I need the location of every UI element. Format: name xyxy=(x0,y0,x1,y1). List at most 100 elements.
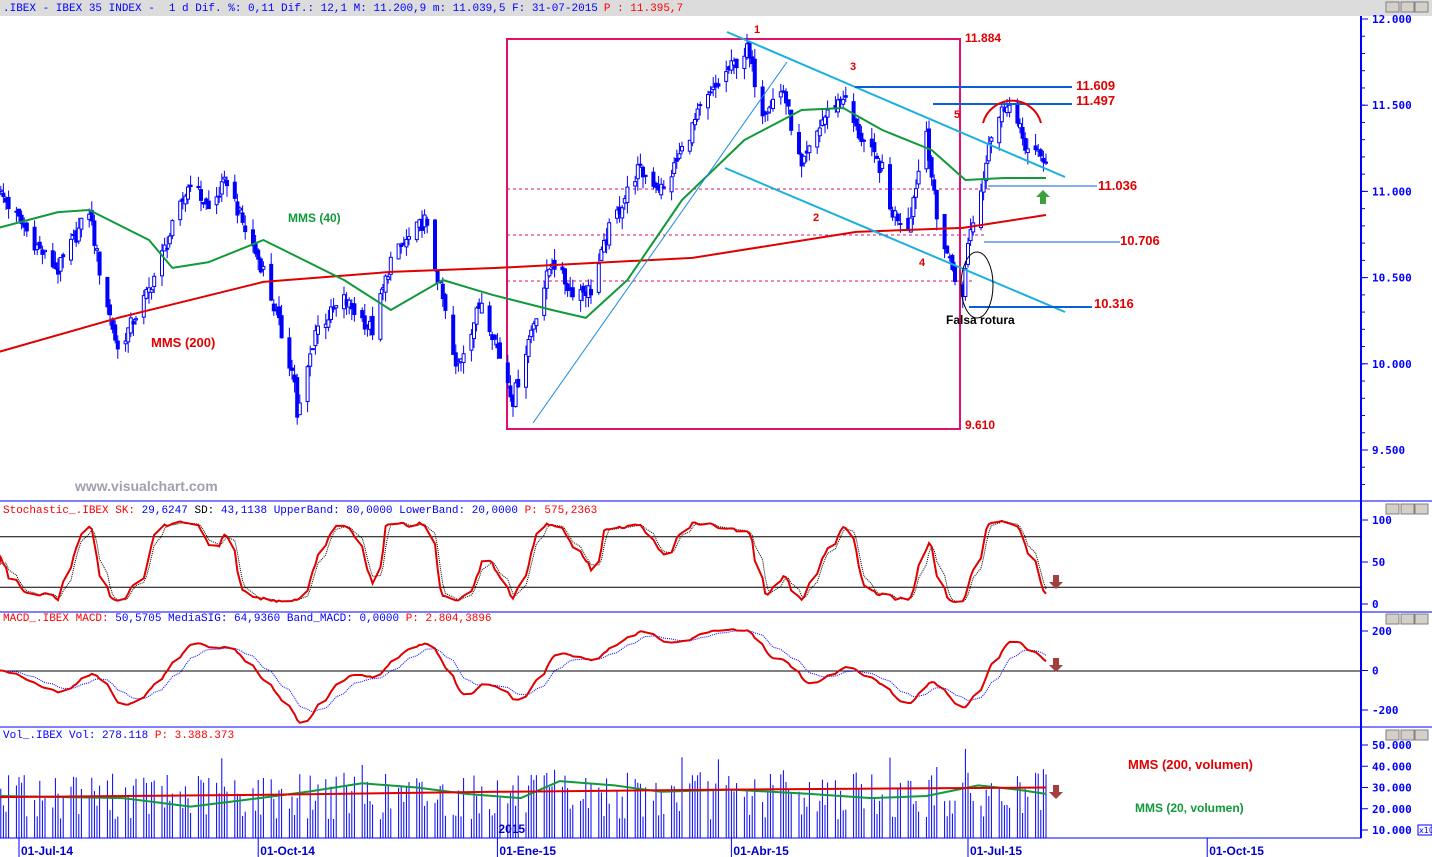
close-button[interactable] xyxy=(1414,613,1429,625)
candle-down xyxy=(854,118,859,127)
candle-up xyxy=(238,207,242,211)
level-label: 9.610 xyxy=(965,418,995,432)
candle-up xyxy=(599,249,604,261)
y-tick-label: 9.500 xyxy=(1372,444,1405,457)
candle-down xyxy=(225,180,229,187)
close-button[interactable] xyxy=(1414,1,1429,13)
candle-down xyxy=(856,123,861,139)
candle-down xyxy=(789,109,794,131)
candle-down xyxy=(6,196,11,210)
candle-up xyxy=(334,305,339,309)
candle-up xyxy=(968,229,973,242)
candle-up xyxy=(771,98,775,110)
candle-down xyxy=(360,310,365,319)
candle-down xyxy=(131,321,136,325)
candle-down xyxy=(113,324,118,341)
y-tick-label: 50.000 xyxy=(1372,739,1412,752)
candle-down xyxy=(425,218,430,226)
mms200-line xyxy=(0,214,1047,353)
candle-up xyxy=(711,86,716,91)
candle-up xyxy=(1007,104,1012,113)
close-button[interactable] xyxy=(1414,503,1429,515)
y-tick-label: 10.000 xyxy=(1372,358,1412,371)
candle-up xyxy=(469,333,474,351)
range-box xyxy=(506,38,961,430)
lower-trendline xyxy=(724,167,1066,313)
candle-up xyxy=(908,217,913,233)
candle-down xyxy=(651,171,656,187)
wave-label: 1 xyxy=(754,24,760,36)
candle-down xyxy=(97,251,102,276)
candle-up xyxy=(456,361,461,364)
candle-up xyxy=(95,248,99,251)
candle-down xyxy=(508,385,513,398)
candle-up xyxy=(461,353,466,364)
close-button[interactable] xyxy=(1414,729,1429,741)
maximize-button[interactable] xyxy=(1400,613,1415,625)
maximize-button[interactable] xyxy=(1400,503,1415,515)
candle-up xyxy=(396,243,401,260)
candle-down xyxy=(206,200,211,210)
header-info: 1 d Dif. %: 0,11 Dif.: 12,1 M: 11.200,9 … xyxy=(169,3,598,15)
x-tick-label: 01-Jul-15 xyxy=(970,844,1022,857)
candle-down xyxy=(505,362,510,384)
candle-up xyxy=(989,137,994,142)
candle-down xyxy=(115,340,120,350)
candle-up xyxy=(635,164,640,180)
candle-up xyxy=(693,118,697,126)
level-label: 10.316 xyxy=(1094,296,1134,311)
minimize-button[interactable] xyxy=(1385,1,1400,13)
x-tick-label: 01-Jul-14 xyxy=(21,844,73,857)
candle-down xyxy=(875,155,879,159)
minimize-button[interactable] xyxy=(1385,503,1400,515)
title-bar xyxy=(0,0,1432,16)
y-tick-label: 12.000 xyxy=(1372,13,1412,26)
candle-up xyxy=(916,170,921,185)
candle-up xyxy=(222,176,227,180)
false-break-note: Falsa rotura xyxy=(946,313,1015,327)
y-tick-label: 20.000 xyxy=(1372,803,1412,816)
candle-up xyxy=(58,256,63,272)
candle-down xyxy=(797,132,801,155)
candle-down xyxy=(61,254,66,258)
candle-up xyxy=(160,250,164,277)
candle-up xyxy=(690,122,695,144)
candle-up xyxy=(388,256,393,275)
stochastic-panel xyxy=(0,519,1361,604)
candle-up xyxy=(313,330,318,347)
candle-up xyxy=(149,289,154,293)
candle-down xyxy=(17,208,21,217)
false-break-ellipse xyxy=(960,251,994,319)
candle-up xyxy=(141,295,146,318)
macd-header: MACD_.IBEX MACD: 50,5705 MediaSIG: 64,93… xyxy=(3,613,492,625)
candle-down xyxy=(641,166,645,178)
candle-up xyxy=(214,196,219,206)
header-symbol: .IBEX - IBEX 35 INDEX - xyxy=(3,3,155,15)
candle-down xyxy=(240,212,245,223)
candle-up xyxy=(836,99,840,113)
maximize-button[interactable] xyxy=(1400,729,1415,741)
candle-down xyxy=(277,306,281,319)
candle-down xyxy=(1023,137,1028,151)
minimize-button[interactable] xyxy=(1385,729,1400,741)
candle-up xyxy=(513,382,518,408)
arrow-down-icon xyxy=(1049,575,1063,589)
level-label: 11.036 xyxy=(1098,178,1137,193)
candle-down xyxy=(92,220,97,246)
vol-header: Vol_.IBEX Vol: 278.118 P: 3.388.373 xyxy=(3,730,234,742)
minimize-button[interactable] xyxy=(1385,613,1400,625)
candle-down xyxy=(498,342,502,359)
candle-up xyxy=(817,127,822,137)
vol-name: Vol_.IBEX Vol: xyxy=(3,730,95,742)
candle-down xyxy=(492,334,497,340)
candle-up xyxy=(526,339,531,357)
candle-down xyxy=(105,276,110,308)
candle-down xyxy=(888,164,892,210)
candle-up xyxy=(474,307,479,325)
vol-mms20-line xyxy=(0,780,1047,808)
maximize-button[interactable] xyxy=(1400,1,1415,13)
candle-down xyxy=(188,184,193,188)
candle-down xyxy=(859,132,864,143)
candle-down xyxy=(256,249,261,260)
